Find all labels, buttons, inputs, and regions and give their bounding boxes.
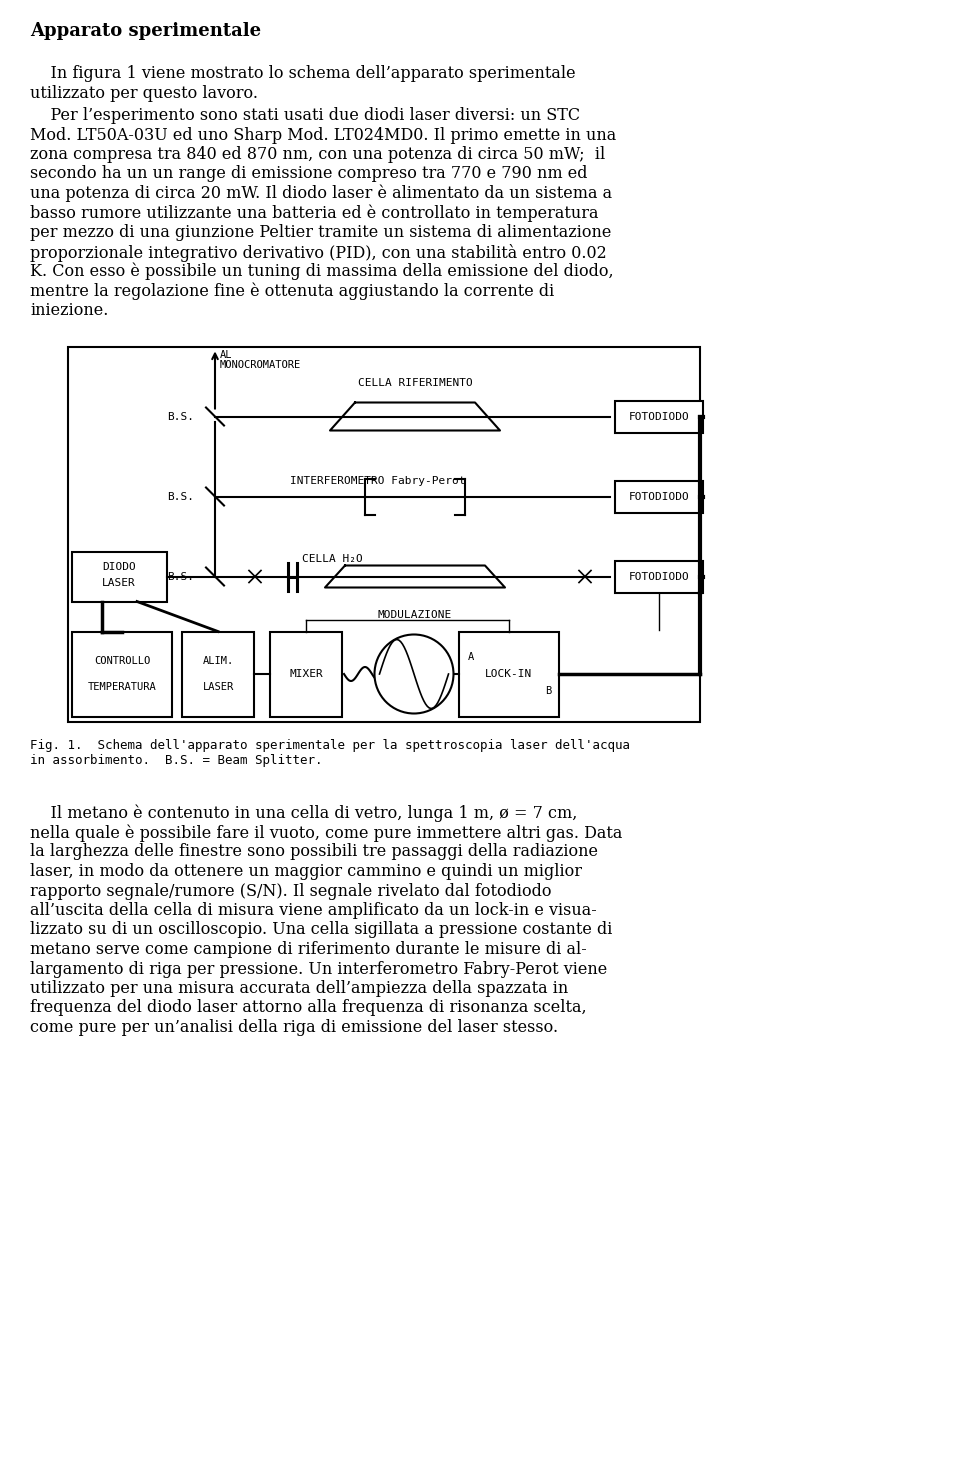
FancyBboxPatch shape bbox=[459, 631, 559, 716]
Text: rapporto segnale/rumore (S/N). Il segnale rivelato dal fotodiodo: rapporto segnale/rumore (S/N). Il segnal… bbox=[30, 882, 551, 900]
Text: la larghezza delle finestre sono possibili tre passaggi della radiazione: la larghezza delle finestre sono possibi… bbox=[30, 844, 598, 860]
Text: metano serve come campione di riferimento durante le misure di al-: metano serve come campione di riferiment… bbox=[30, 941, 587, 959]
FancyBboxPatch shape bbox=[182, 631, 254, 716]
Text: Fig. 1.  Schema dell'apparato sperimentale per la spettroscopia laser dell'acqua: Fig. 1. Schema dell'apparato sperimental… bbox=[30, 738, 630, 752]
Text: iniezione.: iniezione. bbox=[30, 302, 108, 319]
Text: B.S.: B.S. bbox=[167, 492, 194, 502]
Text: basso rumore utilizzante una batteria ed è controllato in temperatura: basso rumore utilizzante una batteria ed… bbox=[30, 204, 598, 222]
Text: LASER: LASER bbox=[203, 681, 233, 691]
FancyBboxPatch shape bbox=[270, 631, 342, 716]
FancyBboxPatch shape bbox=[615, 561, 703, 593]
FancyBboxPatch shape bbox=[615, 401, 703, 433]
Text: TEMPERATURA: TEMPERATURA bbox=[87, 681, 156, 691]
Text: largamento di riga per pressione. Un interferometro Fabry-Perot viene: largamento di riga per pressione. Un int… bbox=[30, 960, 608, 978]
Text: nella quale è possibile fare il vuoto, come pure immettere altri gas. Data: nella quale è possibile fare il vuoto, c… bbox=[30, 824, 622, 841]
Text: laser, in modo da ottenere un maggior cammino e quindi un miglior: laser, in modo da ottenere un maggior ca… bbox=[30, 863, 582, 879]
Text: CONTROLLO: CONTROLLO bbox=[94, 656, 150, 666]
Text: utilizzato per questo lavoro.: utilizzato per questo lavoro. bbox=[30, 85, 258, 101]
Bar bbox=[68, 346, 700, 721]
Text: MIXER: MIXER bbox=[289, 669, 323, 680]
Text: mentre la regolazione fine è ottenuta aggiustando la corrente di: mentre la regolazione fine è ottenuta ag… bbox=[30, 282, 554, 299]
Text: DIODO: DIODO bbox=[102, 562, 136, 573]
Text: secondo ha un un range di emissione compreso tra 770 e 790 nm ed: secondo ha un un range di emissione comp… bbox=[30, 166, 588, 182]
Text: in assorbimento.  B.S. = Beam Splitter.: in assorbimento. B.S. = Beam Splitter. bbox=[30, 755, 323, 766]
FancyBboxPatch shape bbox=[72, 631, 172, 716]
Text: CELLA H₂O: CELLA H₂O bbox=[302, 555, 363, 565]
Text: B.S.: B.S. bbox=[167, 413, 194, 423]
Text: per mezzo di una giunzione Peltier tramite un sistema di alimentazione: per mezzo di una giunzione Peltier trami… bbox=[30, 225, 612, 241]
FancyBboxPatch shape bbox=[72, 552, 167, 602]
Text: LASER: LASER bbox=[102, 578, 136, 589]
Text: zona compresa tra 840 ed 870 nm, con una potenza di circa 50 mW;  il: zona compresa tra 840 ed 870 nm, con una… bbox=[30, 145, 605, 163]
Text: INTERFEROMETRO Fabry-Perot: INTERFEROMETRO Fabry-Perot bbox=[290, 477, 466, 486]
Text: Per l’esperimento sono stati usati due diodi laser diversi: un STC: Per l’esperimento sono stati usati due d… bbox=[30, 107, 580, 123]
Text: lizzato su di un oscilloscopio. Una cella sigillata a pressione costante di: lizzato su di un oscilloscopio. Una cell… bbox=[30, 922, 612, 938]
Text: Mod. LT50A-03U ed uno Sharp Mod. LT024MD0. Il primo emette in una: Mod. LT50A-03U ed uno Sharp Mod. LT024MD… bbox=[30, 126, 616, 144]
Text: ALIM.: ALIM. bbox=[203, 656, 233, 666]
Text: FOTODIODO: FOTODIODO bbox=[629, 492, 689, 502]
Text: una potenza di circa 20 mW. Il diodo laser è alimentato da un sistema a: una potenza di circa 20 mW. Il diodo las… bbox=[30, 185, 612, 203]
Text: AL: AL bbox=[220, 349, 232, 360]
Text: FOTODIODO: FOTODIODO bbox=[629, 571, 689, 581]
Text: FOTODIODO: FOTODIODO bbox=[629, 411, 689, 421]
Text: A: A bbox=[468, 652, 473, 662]
Text: B.S.: B.S. bbox=[167, 573, 194, 583]
Text: Il metano è contenuto in una cella di vetro, lunga 1 m, ø = 7 cm,: Il metano è contenuto in una cella di ve… bbox=[30, 804, 577, 822]
Text: LOCK-IN: LOCK-IN bbox=[485, 669, 532, 680]
FancyBboxPatch shape bbox=[615, 480, 703, 512]
Text: MODULAZIONE: MODULAZIONE bbox=[377, 609, 451, 619]
Text: B: B bbox=[545, 686, 552, 696]
Circle shape bbox=[374, 634, 453, 713]
Text: K. Con esso è possibile un tuning di massima della emissione del diodo,: K. Con esso è possibile un tuning di mas… bbox=[30, 263, 613, 280]
Text: all’uscita della cella di misura viene amplificato da un lock-in e visua-: all’uscita della cella di misura viene a… bbox=[30, 901, 597, 919]
Text: Apparato sperimentale: Apparato sperimentale bbox=[30, 22, 261, 40]
Text: MONOCROMATORE: MONOCROMATORE bbox=[220, 361, 301, 370]
Text: In figura 1 viene mostrato lo schema dell’apparato sperimentale: In figura 1 viene mostrato lo schema del… bbox=[30, 65, 576, 82]
Text: utilizzato per una misura accurata dell’ampiezza della spazzata in: utilizzato per una misura accurata dell’… bbox=[30, 981, 568, 997]
Text: CELLA RIFERIMENTO: CELLA RIFERIMENTO bbox=[358, 379, 472, 389]
Text: proporzionale integrativo derivativo (PID), con una stabilità entro 0.02: proporzionale integrativo derivativo (PI… bbox=[30, 244, 607, 261]
Text: come pure per un’analisi della riga di emissione del laser stesso.: come pure per un’analisi della riga di e… bbox=[30, 1019, 558, 1036]
Text: frequenza del diodo laser attorno alla frequenza di risonanza scelta,: frequenza del diodo laser attorno alla f… bbox=[30, 1000, 587, 1016]
